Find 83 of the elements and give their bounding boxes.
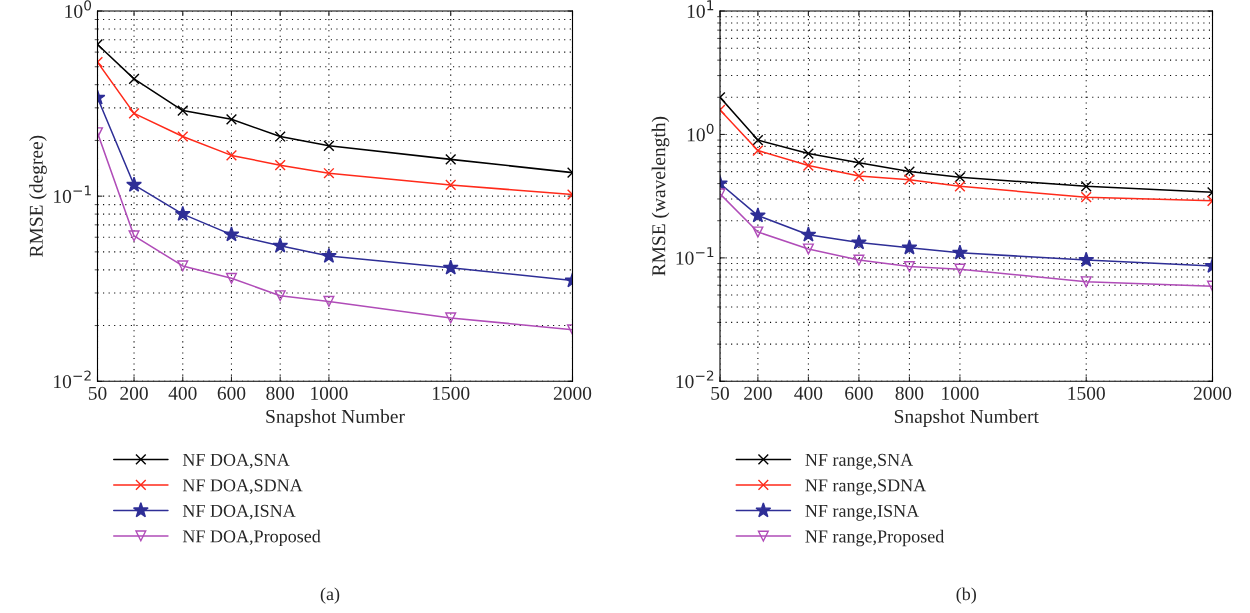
point <box>274 290 286 302</box>
point <box>802 159 814 172</box>
point <box>445 153 457 165</box>
point <box>1078 251 1095 267</box>
point <box>225 272 238 284</box>
point <box>903 261 915 273</box>
point <box>853 157 865 169</box>
text: (b) <box>956 587 976 604</box>
x-tick-label: 200 <box>120 386 148 400</box>
point <box>323 295 335 307</box>
point <box>272 237 289 253</box>
x-tick-label: 1500 <box>1068 386 1105 400</box>
x-tick-label: 1000 <box>942 386 979 400</box>
x-tick-label: 800 <box>895 386 924 400</box>
point <box>445 179 457 191</box>
point <box>802 243 814 255</box>
y-axis-title: RMSE (wavelength) <box>651 116 670 276</box>
point <box>752 134 764 146</box>
x-tick-label: 50 <box>88 386 107 400</box>
point <box>850 234 867 250</box>
point <box>752 145 764 157</box>
point <box>445 312 457 324</box>
point <box>853 254 865 266</box>
y-axis-title: RMSE (degree) <box>29 135 47 257</box>
point <box>126 176 142 192</box>
point <box>903 166 915 178</box>
x-tick-label: 400 <box>794 386 823 400</box>
x-tick-label: 1500 <box>432 386 470 400</box>
legend-label: NF DOA,ISNA <box>182 504 296 520</box>
legend-label: NF DOA,Proposed <box>182 529 321 547</box>
point <box>903 174 915 186</box>
y-tick-label: 10$^{−1}$ <box>54 185 91 203</box>
x-axis-title: Snapshot Numbert <box>894 409 1039 427</box>
x-tick-label: 600 <box>217 386 246 400</box>
point <box>1080 276 1092 288</box>
point <box>954 171 966 183</box>
point <box>749 207 766 223</box>
point <box>323 140 335 152</box>
x-tick-label: 600 <box>845 386 873 400</box>
point <box>1080 180 1092 192</box>
point <box>225 113 238 125</box>
point <box>752 226 764 238</box>
point <box>128 107 140 119</box>
y-tick-label: 10$^{1}$ <box>687 0 714 18</box>
x-tick-label: 1000 <box>311 386 348 400</box>
point <box>901 239 918 255</box>
legend-label: NF range,ISNA <box>805 504 920 521</box>
point <box>954 263 966 275</box>
point <box>174 205 191 221</box>
point <box>128 73 140 85</box>
point <box>323 167 335 179</box>
legend-label: NF DOA,SDNA <box>182 479 303 494</box>
x-axis-title: Snapshot Number <box>266 409 405 427</box>
x-tick-label: 50 <box>711 386 729 400</box>
point <box>223 226 240 242</box>
legend-label: NF range,Proposed <box>805 529 945 547</box>
legend-label: NF range,SDNA <box>805 479 927 496</box>
x-tick-label: 2000 <box>1193 386 1232 400</box>
point <box>442 259 459 275</box>
x-tick-label: 400 <box>168 386 197 400</box>
point <box>951 244 968 260</box>
point <box>225 149 238 161</box>
y-tick-label: 10$^{−1}$ <box>676 247 714 265</box>
point <box>177 260 189 272</box>
point <box>320 247 337 263</box>
legend-label: NF range,SNA <box>805 453 914 470</box>
point <box>800 226 817 242</box>
x-tick-label: 200 <box>744 386 772 400</box>
point <box>177 105 189 117</box>
y-tick-label: 10$^{0}$ <box>65 0 92 18</box>
point <box>954 180 966 192</box>
y-tick-label: 10$^{0}$ <box>687 123 714 142</box>
text: (a) <box>320 587 340 604</box>
x-tick-label: 800 <box>266 386 295 400</box>
point <box>177 130 189 143</box>
legend-label: NF DOA,SNA <box>182 453 290 469</box>
point <box>274 159 286 171</box>
point <box>853 170 865 182</box>
point <box>802 148 814 160</box>
point <box>1080 191 1092 203</box>
point <box>274 130 286 143</box>
point <box>128 230 140 242</box>
x-tick-label: 2000 <box>553 386 592 400</box>
